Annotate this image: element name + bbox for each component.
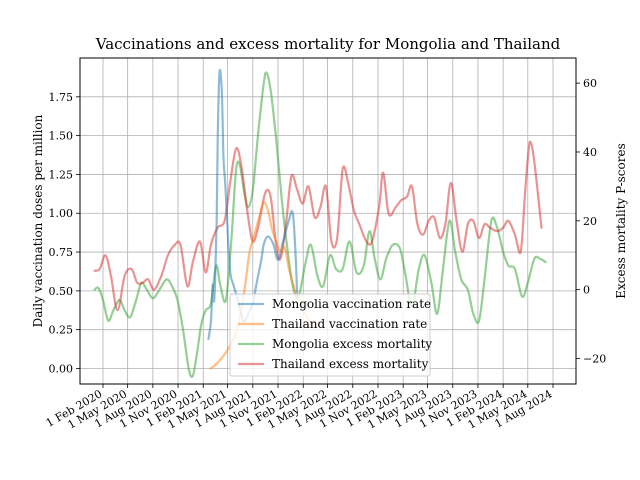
legend: Mongolia vaccination rate Thailand vaccin…: [229, 293, 432, 377]
right-tick-label: 60: [583, 77, 597, 90]
right-tick-label: 0: [583, 284, 590, 297]
legend-box: [229, 293, 431, 377]
left-y-axis: 0.00 0.25 0.50 0.75 1.00 1.25 1.50 1.75: [49, 91, 80, 375]
right-tick-label: 40: [583, 146, 597, 159]
mongolia-vaccination-rate-line: [207, 68, 299, 341]
left-tick-label: 0.50: [49, 285, 74, 298]
left-tick-label: 0.25: [49, 324, 74, 337]
right-y-axis-label: Excess mortality P-scores: [614, 143, 628, 298]
right-y-axis: −20 0 20 40 60: [576, 77, 606, 366]
thailand-vaccination-rate-legend-label: Thailand vaccination rate: [272, 317, 427, 331]
left-tick-label: 0.00: [49, 362, 74, 375]
left-tick-label: 1.00: [49, 207, 74, 220]
right-tick-label: −20: [583, 353, 606, 366]
left-tick-label: 1.75: [49, 91, 74, 104]
right-tick-label: 20: [583, 215, 597, 228]
thailand-excess-mortality-line: [93, 140, 543, 312]
mongolia-excess-mortality-legend-label: Mongolia excess mortality: [272, 337, 432, 351]
chart-title: Vaccinations and excess mortality for Mo…: [95, 35, 561, 53]
left-y-axis-label: Daily vaccination doses per million: [31, 114, 45, 327]
left-tick-label: 1.50: [49, 130, 74, 143]
thailand-excess-mortality-legend-label: Thailand excess mortality: [272, 357, 429, 371]
left-tick-label: 0.75: [49, 246, 74, 259]
left-tick-label: 1.25: [49, 168, 74, 181]
mongolia-vaccination-rate-legend-label: Mongolia vaccination rate: [272, 297, 431, 311]
